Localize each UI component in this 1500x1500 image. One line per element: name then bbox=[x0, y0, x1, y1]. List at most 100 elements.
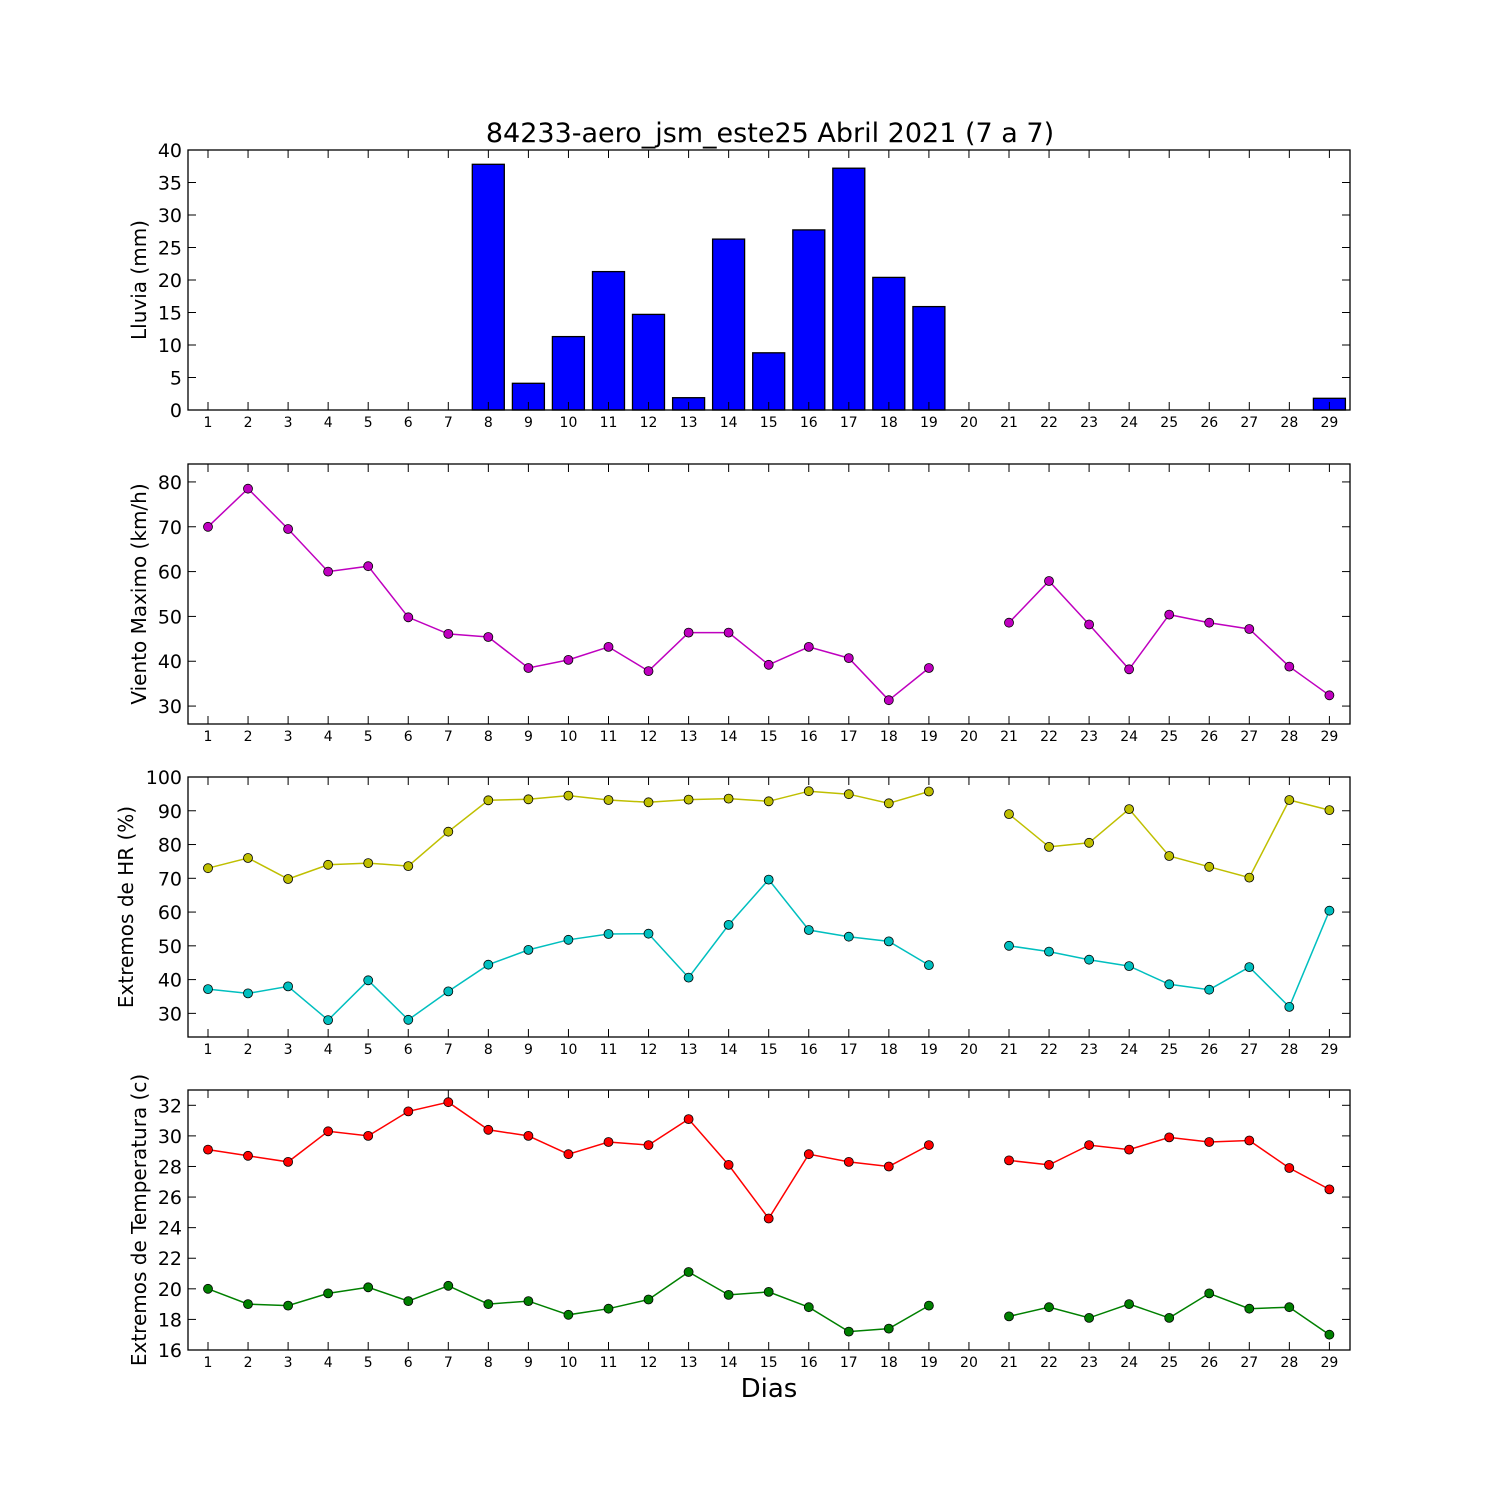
temperature-series-2-point-day-2 bbox=[243, 1299, 253, 1310]
temperature-series-1-point-day-9 bbox=[523, 1131, 534, 1141]
humidity-xtick-label-6: 6 bbox=[404, 1042, 413, 1058]
rain-xtick-label-15: 15 bbox=[760, 415, 778, 431]
wind-series-1-point-day-16 bbox=[803, 641, 814, 652]
rain-xtick-label-26: 26 bbox=[1200, 415, 1218, 431]
wind-series-1-point-day-28 bbox=[1284, 661, 1295, 672]
wind-ytick-label-80: 80 bbox=[158, 472, 182, 494]
rain-bar-day-12 bbox=[631, 313, 666, 411]
rain-bar-day-14 bbox=[711, 238, 746, 411]
humidity-xtick-label-18: 18 bbox=[880, 1042, 898, 1058]
humidity-xtick-label-20: 20 bbox=[960, 1042, 978, 1058]
humidity-series-2-point-day-1 bbox=[203, 984, 213, 995]
rain-xtick-label-23: 23 bbox=[1080, 415, 1098, 431]
temperature-series-2-point-day-19 bbox=[924, 1300, 934, 1311]
humidity-xtick-label-2: 2 bbox=[244, 1042, 253, 1058]
temperature-series-1-point-day-7 bbox=[443, 1097, 454, 1108]
temperature-series-2-point-day-23 bbox=[1084, 1312, 1094, 1323]
wind-xtick-label-21: 21 bbox=[1000, 729, 1018, 745]
temperature-xtick-label-25: 25 bbox=[1160, 1355, 1178, 1371]
temperature-series-2-point-day-8 bbox=[483, 1299, 494, 1310]
temperature-xtick-label-28: 28 bbox=[1280, 1355, 1298, 1371]
humidity-series-1-point-day-23 bbox=[1084, 837, 1094, 848]
wind-ytick-label-30: 30 bbox=[158, 696, 182, 718]
humidity-series-1-point-day-3 bbox=[283, 874, 293, 884]
humidity-xtick-label-16: 16 bbox=[800, 1042, 818, 1058]
humidity-series-1-point-day-19 bbox=[924, 786, 934, 797]
humidity-series-2-point-day-16 bbox=[803, 925, 814, 935]
temperature-xtick-label-22: 22 bbox=[1040, 1355, 1058, 1371]
rain-ytick-label-0: 0 bbox=[170, 400, 182, 422]
humidity-series-1-point-day-10 bbox=[563, 790, 574, 801]
temperature-xtick-label-18: 18 bbox=[880, 1355, 898, 1371]
rain-xtick-label-10: 10 bbox=[560, 415, 578, 431]
temperature-series-2-point-day-29 bbox=[1324, 1329, 1335, 1340]
temperature-series-1-point-day-10 bbox=[563, 1149, 574, 1160]
rain-xtick-label-29: 29 bbox=[1320, 415, 1338, 431]
humidity-ytick-label-60: 60 bbox=[158, 902, 182, 924]
humidity-y-axis-label: Extremos de HR (%) bbox=[114, 806, 138, 1008]
temperature-xtick-label-20: 20 bbox=[960, 1355, 978, 1371]
temperature-series-1-point-day-6 bbox=[403, 1106, 414, 1117]
rain-xtick-label-21: 21 bbox=[1000, 415, 1018, 431]
temperature-ytick-label-16: 16 bbox=[158, 1340, 182, 1362]
humidity-series-1-point-day-4 bbox=[323, 859, 334, 870]
humidity-xtick-label-3: 3 bbox=[284, 1042, 293, 1058]
humidity-series-1-point-day-12 bbox=[643, 797, 654, 808]
humidity-series-2-point-day-27 bbox=[1244, 962, 1255, 973]
temperature-ytick-label-26: 26 bbox=[158, 1187, 182, 1209]
humidity-series-2-point-day-19 bbox=[924, 960, 934, 971]
wind-series-1-point-day-5 bbox=[363, 561, 374, 572]
humidity-series-2-point-day-4 bbox=[323, 1015, 334, 1026]
rain-xtick-label-11: 11 bbox=[600, 415, 618, 431]
humidity-series-2-point-day-9 bbox=[523, 944, 534, 955]
temperature-series-1-point-day-13 bbox=[683, 1114, 694, 1125]
humidity-xtick-label-22: 22 bbox=[1040, 1042, 1058, 1058]
humidity-xtick-label-28: 28 bbox=[1280, 1042, 1298, 1058]
rain-bar-day-10 bbox=[551, 335, 586, 411]
temperature-series-1-point-day-18 bbox=[883, 1161, 894, 1172]
temperature-series-2-point-day-17 bbox=[843, 1326, 854, 1337]
humidity-series-2-point-day-14 bbox=[723, 919, 734, 930]
rain-xtick-label-16: 16 bbox=[800, 415, 818, 431]
humidity-series-1-point-day-25 bbox=[1164, 851, 1175, 861]
humidity-series-1-point-day-11 bbox=[603, 795, 614, 805]
temperature-xtick-label-10: 10 bbox=[560, 1355, 578, 1371]
wind-series-1-point-day-27 bbox=[1244, 624, 1255, 634]
humidity-xtick-label-7: 7 bbox=[444, 1042, 453, 1058]
temperature-series-2-point-day-12 bbox=[643, 1294, 654, 1305]
humidity-xtick-label-29: 29 bbox=[1320, 1042, 1338, 1058]
humidity-series-2-point-day-21 bbox=[1004, 940, 1014, 951]
humidity-series-2-point-day-28 bbox=[1284, 1001, 1295, 1012]
temperature-series-2-point-day-26 bbox=[1204, 1288, 1215, 1299]
humidity-xtick-label-8: 8 bbox=[484, 1042, 493, 1058]
temperature-series-2-point-day-27 bbox=[1244, 1303, 1255, 1314]
wind-xtick-label-15: 15 bbox=[760, 729, 778, 745]
temperature-xtick-label-29: 29 bbox=[1320, 1355, 1338, 1371]
wind-ytick-label-60: 60 bbox=[158, 562, 182, 584]
wind-xtick-label-28: 28 bbox=[1280, 729, 1298, 745]
temperature-series-1-point-day-5 bbox=[363, 1131, 374, 1141]
rain-bar-day-19 bbox=[912, 305, 946, 411]
temperature-series-2-point-day-3 bbox=[283, 1300, 293, 1311]
temperature-xtick-label-26: 26 bbox=[1200, 1355, 1218, 1371]
wind-series-1-point-day-25 bbox=[1164, 609, 1175, 620]
wind-xtick-label-23: 23 bbox=[1080, 729, 1098, 745]
temperature-xtick-label-13: 13 bbox=[680, 1355, 698, 1371]
wind-xtick-label-6: 6 bbox=[404, 729, 413, 745]
temperature-series-1-point-day-2 bbox=[243, 1150, 253, 1161]
humidity-series-1-point-day-28 bbox=[1284, 795, 1295, 805]
wind-series-1-point-day-23 bbox=[1084, 619, 1094, 630]
wind-xtick-label-27: 27 bbox=[1240, 729, 1258, 745]
humidity-xtick-label-17: 17 bbox=[840, 1042, 858, 1058]
temperature-series-1-point-day-12 bbox=[643, 1140, 654, 1150]
wind-xtick-label-24: 24 bbox=[1120, 729, 1138, 745]
rain-bar-day-17 bbox=[832, 167, 866, 411]
humidity-series-2-point-day-10 bbox=[563, 934, 574, 945]
wind-xtick-label-25: 25 bbox=[1160, 729, 1178, 745]
rain-ytick-label-35: 35 bbox=[158, 173, 182, 195]
temperature-ytick-label-28: 28 bbox=[158, 1156, 182, 1178]
temperature-y-axis-label: Extremos de Temperatura (c) bbox=[127, 1074, 151, 1366]
temperature-xtick-label-9: 9 bbox=[524, 1355, 533, 1371]
